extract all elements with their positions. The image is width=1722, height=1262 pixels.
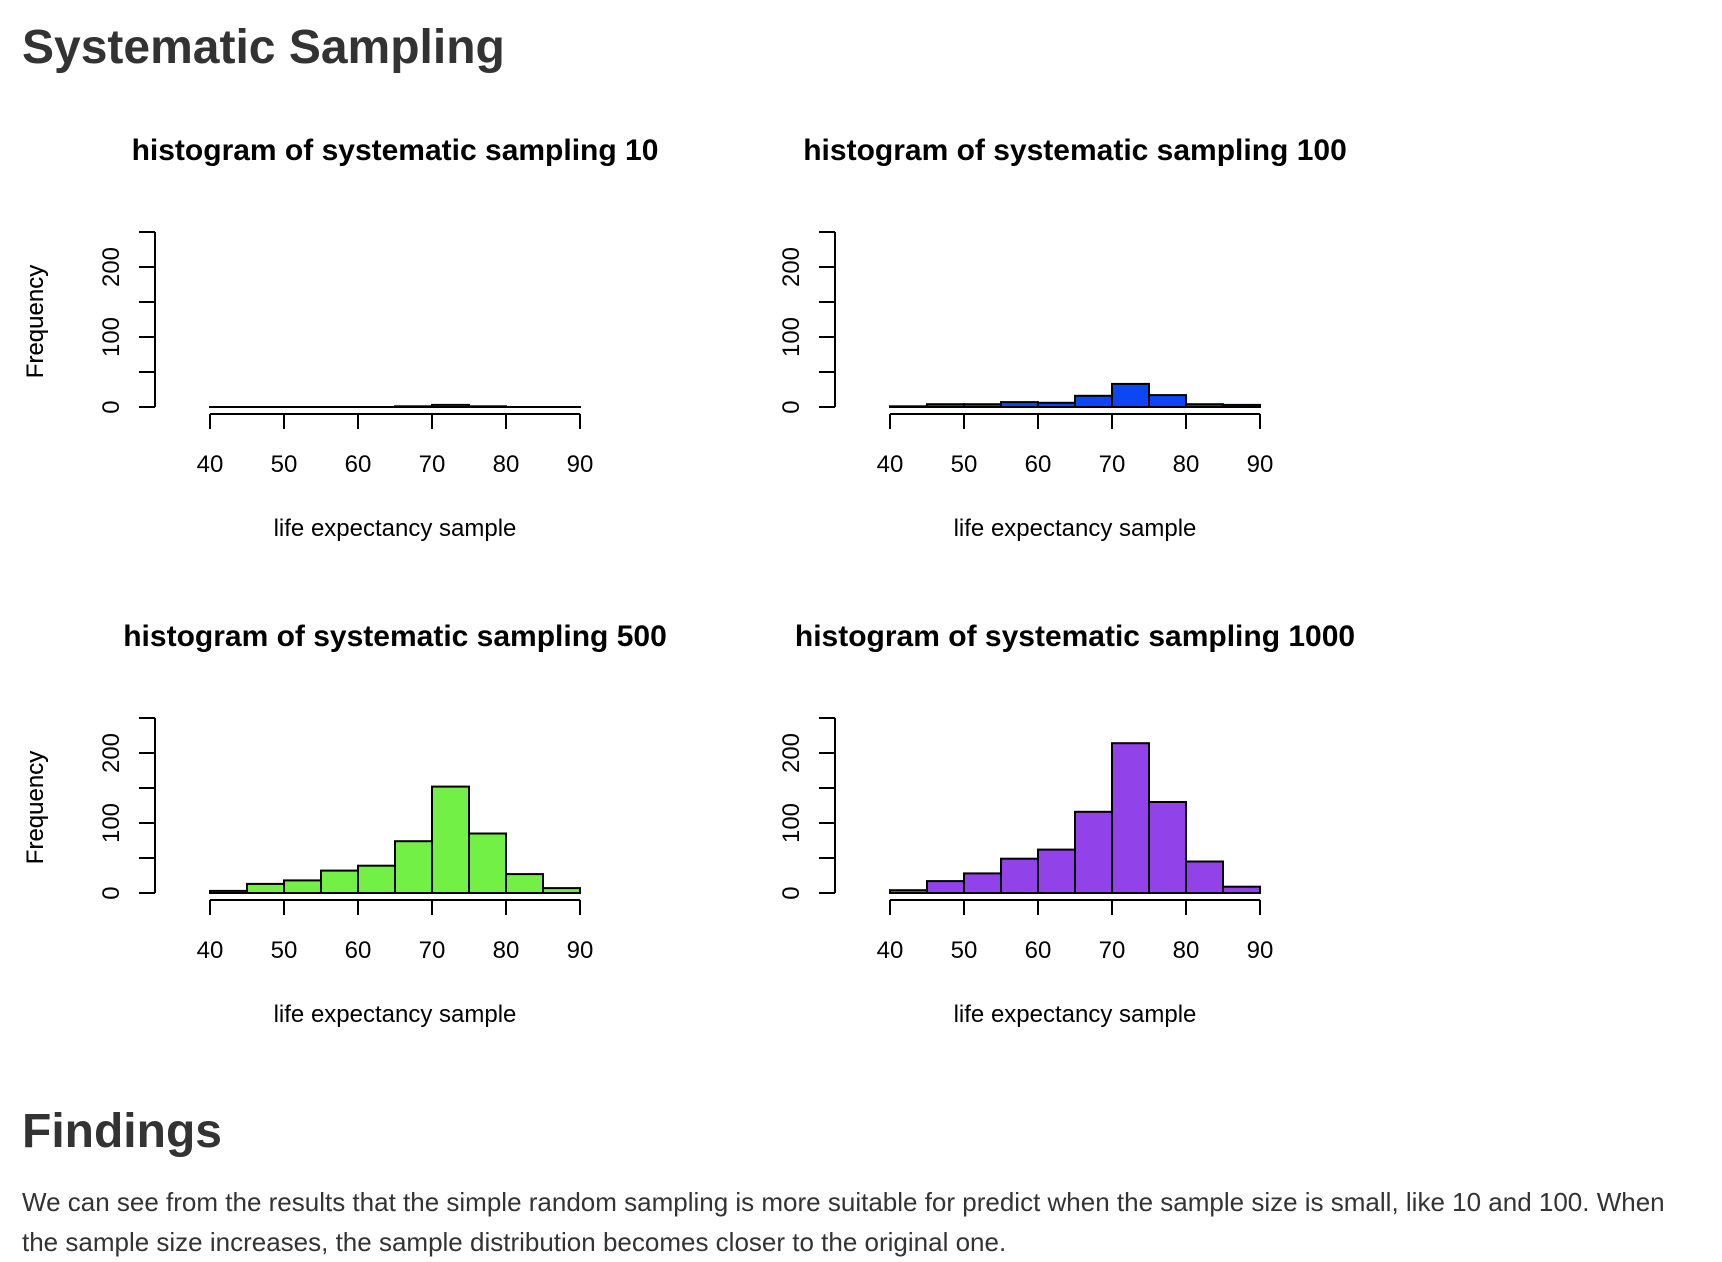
x-tick-label: 60 [345, 451, 372, 478]
x-tick-label: 60 [1025, 937, 1052, 964]
x-tick-label: 40 [197, 451, 224, 478]
chart-title: histogram of systematic sampling 100 [803, 134, 1347, 167]
histogram-bar [927, 404, 964, 407]
histogram-bar [964, 404, 1001, 407]
histogram-bar [432, 787, 469, 893]
histogram-bar [1186, 404, 1223, 407]
y-tick-label: 0 [778, 886, 805, 899]
histogram-bar [432, 405, 469, 407]
histogram-bar [1075, 812, 1112, 893]
histogram-bar [395, 841, 432, 893]
histogram-bar [1112, 743, 1149, 893]
findings-paragraph: We can see from the results that the sim… [22, 1182, 1702, 1262]
histogram-bar [1149, 802, 1186, 893]
x-tick-label: 60 [1025, 451, 1052, 478]
y-tick-label: 200 [778, 733, 805, 773]
x-tick-label: 80 [493, 937, 520, 964]
findings-heading: Findings [22, 1102, 222, 1162]
histogram-bar [469, 406, 506, 407]
y-axis-label: Frequency [22, 265, 49, 378]
x-tick-label: 70 [1099, 937, 1126, 964]
x-axis-label: life expectancy sample [274, 515, 517, 542]
y-tick-label: 200 [98, 247, 125, 287]
x-tick-label: 40 [877, 937, 904, 964]
x-tick-label: 40 [877, 451, 904, 478]
x-tick-label: 80 [1173, 451, 1200, 478]
y-tick-label: 100 [98, 317, 125, 357]
histogram-bar [1038, 850, 1075, 893]
histogram-bar [927, 881, 964, 893]
x-tick-label: 90 [567, 451, 594, 478]
x-tick-label: 80 [1173, 937, 1200, 964]
y-tick-label: 200 [778, 247, 805, 287]
y-tick-label: 0 [98, 886, 125, 899]
x-tick-label: 90 [1247, 937, 1274, 964]
histogram-bar [1149, 395, 1186, 407]
histogram-bar [247, 884, 284, 893]
histogram-bar [1001, 859, 1038, 893]
histogram-bar [284, 880, 321, 893]
chart-title: histogram of systematic sampling 10 [132, 134, 659, 167]
x-tick-label: 70 [419, 451, 446, 478]
chart-title: histogram of systematic sampling 1000 [795, 620, 1355, 653]
x-axis-label: life expectancy sample [954, 1001, 1197, 1028]
x-tick-label: 90 [1247, 451, 1274, 478]
y-tick-label: 100 [778, 803, 805, 843]
x-tick-label: 90 [567, 937, 594, 964]
histogram-bar [210, 891, 247, 893]
x-axis-label: life expectancy sample [954, 515, 1197, 542]
histogram-bar [506, 874, 543, 893]
y-axis-label: Frequency [22, 751, 49, 864]
x-tick-label: 50 [951, 451, 978, 478]
x-tick-label: 70 [1099, 451, 1126, 478]
x-tick-label: 50 [951, 937, 978, 964]
histogram-bar [469, 834, 506, 894]
histogram-bar [395, 406, 432, 407]
x-tick-label: 50 [271, 451, 298, 478]
histogram-bar [890, 890, 927, 893]
chart-title: histogram of systematic sampling 500 [123, 620, 667, 653]
histogram-bar [321, 871, 358, 893]
x-tick-label: 80 [493, 451, 520, 478]
x-tick-label: 70 [419, 937, 446, 964]
histogram-bar [543, 888, 580, 893]
histogram-bar [1038, 403, 1075, 407]
histogram-bar [890, 406, 927, 407]
y-tick-label: 200 [98, 733, 125, 773]
histogram-bar [964, 873, 1001, 893]
histogram-bar [1001, 402, 1038, 407]
histogram-bar [1112, 384, 1149, 407]
y-tick-label: 0 [778, 400, 805, 413]
histogram-bar [1075, 396, 1112, 407]
histogram-bar [1223, 887, 1260, 893]
y-tick-label: 0 [98, 400, 125, 413]
histogram-bar [1223, 405, 1260, 407]
y-tick-label: 100 [98, 803, 125, 843]
x-tick-label: 50 [271, 937, 298, 964]
x-tick-label: 40 [197, 937, 224, 964]
histogram-bar [358, 866, 395, 893]
x-axis-label: life expectancy sample [274, 1001, 517, 1028]
histogram-bar [1186, 862, 1223, 894]
x-tick-label: 60 [345, 937, 372, 964]
y-tick-label: 100 [778, 317, 805, 357]
